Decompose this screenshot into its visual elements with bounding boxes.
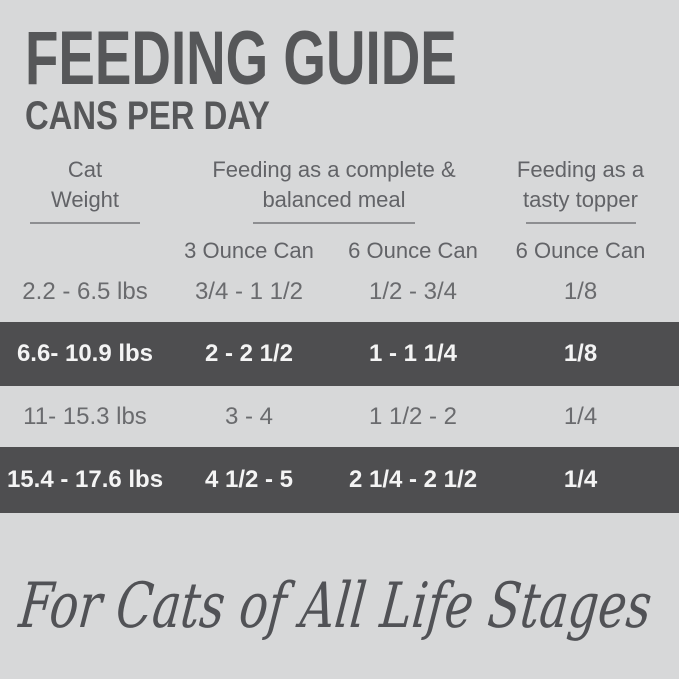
cell-topper: 1/4 (563, 466, 598, 493)
header-tasty-topper-line2: tasty topper (523, 187, 638, 212)
cell-3oz: 3 - 4 (224, 402, 274, 430)
header-underline (525, 222, 636, 224)
header-underline (253, 222, 415, 224)
header-tasty-topper: Feeding as a tasty topper (498, 155, 679, 224)
cell-3oz: 2 - 2 1/2 (204, 340, 294, 367)
cell-6oz: 1 - 1 1/4 (368, 340, 458, 367)
header-complete-meal-line2: balanced meal (262, 187, 406, 212)
tagline-all-life-stages: For Cats of All Life Stages (16, 569, 656, 642)
page-subtitle: CANS PER DAY (25, 94, 270, 138)
header-underline (30, 222, 140, 224)
table-header: Cat Weight Feeding as a complete & balan… (0, 155, 679, 224)
cell-6oz: 1/2 - 3/4 (368, 278, 458, 305)
table-body: 2.2 - 6.5 lbs 3/4 - 1 1/2 1/2 - 3/4 1/8 … (0, 262, 679, 513)
header-cat-weight: Cat Weight (0, 155, 170, 224)
cell-weight: 11- 15.3 lbs (23, 402, 147, 430)
table-row: 15.4 - 17.6 lbs 4 1/2 - 5 2 1/4 - 2 1/2 … (0, 447, 679, 513)
cell-3oz: 3/4 - 1 1/2 (194, 278, 304, 305)
page-title: FEEDING GUIDE (25, 16, 457, 101)
cell-weight: 15.4 - 17.6 lbs (6, 466, 164, 493)
cell-6oz: 2 1/4 - 2 1/2 (348, 466, 478, 493)
cell-6oz: 1 1/2 - 2 (368, 402, 458, 430)
subheader-topper-6oz-can: 6 Ounce Can (515, 238, 646, 263)
header-cat-weight-line1: Cat (67, 157, 103, 182)
table-subheader: 3 Ounce Can 6 Ounce Can 6 Ounce Can (0, 238, 679, 264)
table-row: 2.2 - 6.5 lbs 3/4 - 1 1/2 1/2 - 3/4 1/8 (0, 262, 679, 322)
header-complete-meal-line1: Feeding as a complete & (212, 157, 456, 182)
cell-topper: 1/4 (563, 402, 598, 430)
cell-weight: 6.6- 10.9 lbs (16, 340, 154, 367)
table-row: 11- 15.3 lbs 3 - 4 1 1/2 - 2 1/4 (0, 386, 679, 447)
subheader-3oz-can: 3 Ounce Can (184, 238, 314, 263)
header-cat-weight-line2: Weight (50, 187, 120, 212)
header-tasty-topper-line1: Feeding as a (516, 157, 645, 182)
subheader-spacer (0, 238, 170, 264)
cell-topper: 1/8 (563, 340, 598, 367)
subheader-6oz-can: 6 Ounce Can (348, 238, 478, 263)
cell-3oz: 4 1/2 - 5 (204, 466, 294, 493)
cell-weight: 2.2 - 6.5 lbs (22, 278, 148, 305)
table-row: 6.6- 10.9 lbs 2 - 2 1/2 1 - 1 1/4 1/8 (0, 322, 679, 386)
cell-topper: 1/8 (563, 278, 598, 305)
header-complete-meal: Feeding as a complete & balanced meal (170, 155, 498, 224)
